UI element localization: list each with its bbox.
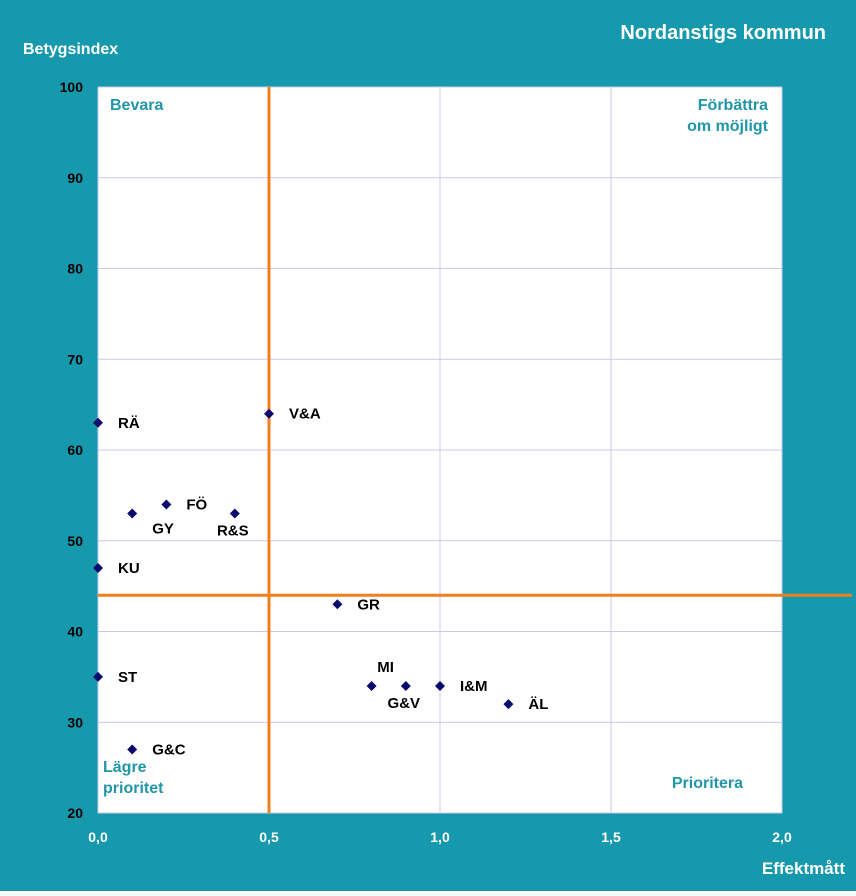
data-point-label: ST (118, 669, 137, 686)
data-point-label: G&C (152, 741, 186, 758)
data-point-marker (93, 671, 103, 682)
quadrant-label-line: Bevara (110, 97, 163, 114)
data-point-marker (400, 680, 411, 691)
data-point-label: RÄ (118, 415, 140, 432)
data-point-label: R&S (217, 523, 249, 540)
y-tick-label: 80 (67, 261, 83, 277)
y-tick-label: 70 (67, 351, 83, 367)
y-tick-label: 100 (60, 79, 84, 95)
chart-title: Nordanstigs kommun (620, 22, 826, 44)
data-point-marker (435, 680, 445, 691)
quadrant-label: Lägre prioritet (103, 759, 164, 797)
data-points: RÄ V&A FÖ GY R&S KU GR MI G&V I&M ÄL ST G&C (93, 406, 548, 758)
data-point-marker (332, 599, 343, 610)
data-point-marker (264, 408, 274, 419)
data-point-label: GY (152, 521, 174, 538)
x-tick-label: 1,5 (601, 829, 621, 845)
x-tick-label: 0,5 (259, 829, 279, 845)
data-point-marker (229, 508, 240, 519)
data-point-label: I&M (460, 678, 488, 695)
quadrant-label-line: Lägre (103, 759, 147, 776)
data-point-marker (93, 562, 103, 573)
data-point-label: MI (377, 659, 394, 676)
y-tick-label: 20 (67, 805, 83, 821)
quadrant-label: Bevara (110, 97, 163, 114)
quadrant-label-line: Förbättra (698, 97, 768, 114)
x-tick-label: 0,0 (88, 829, 108, 845)
data-point-marker (127, 744, 138, 755)
y-tick-label: 30 (67, 714, 83, 730)
y-tick-label: 40 (67, 624, 83, 640)
quadrant-label: Förbättra om möjligt (687, 97, 769, 135)
data-point-label: V&A (289, 406, 321, 423)
y-tick-label: 90 (67, 170, 83, 186)
data-point-label: GR (357, 596, 380, 613)
data-point-label: KU (118, 560, 140, 577)
y-tick-label: 60 (67, 442, 83, 458)
quadrant-lines (98, 87, 852, 813)
data-point-label: G&V (388, 695, 421, 712)
data-point-marker (93, 417, 103, 428)
data-point-marker (503, 699, 514, 710)
y-axis-label: Betygsindex (23, 41, 118, 58)
x-tick-label: 1,0 (430, 829, 450, 845)
quadrant-label-line: Prioritera (672, 775, 743, 792)
x-axis-label: Effektmått (762, 859, 845, 878)
data-point-label: FÖ (186, 496, 207, 513)
data-point-marker (161, 499, 172, 510)
data-point-marker (127, 508, 138, 519)
x-tick-label: 2,0 (772, 829, 792, 845)
quadrant-labels: Bevara Förbättra om möjligt Lägre prioritet P… (103, 97, 769, 797)
axis-ticks: 20 30 40 50 60 70 80 90 100 0,0 0,5 1,0 1,5 2,0 (60, 79, 792, 845)
y-tick-label: 50 (67, 533, 83, 549)
quadrant-label-line: prioritet (103, 780, 164, 797)
quadrant-label-line: om möjligt (687, 118, 769, 135)
quadrant-label: Prioritera (672, 775, 743, 792)
data-point-marker (366, 680, 377, 691)
data-point-label: ÄL (528, 696, 548, 713)
